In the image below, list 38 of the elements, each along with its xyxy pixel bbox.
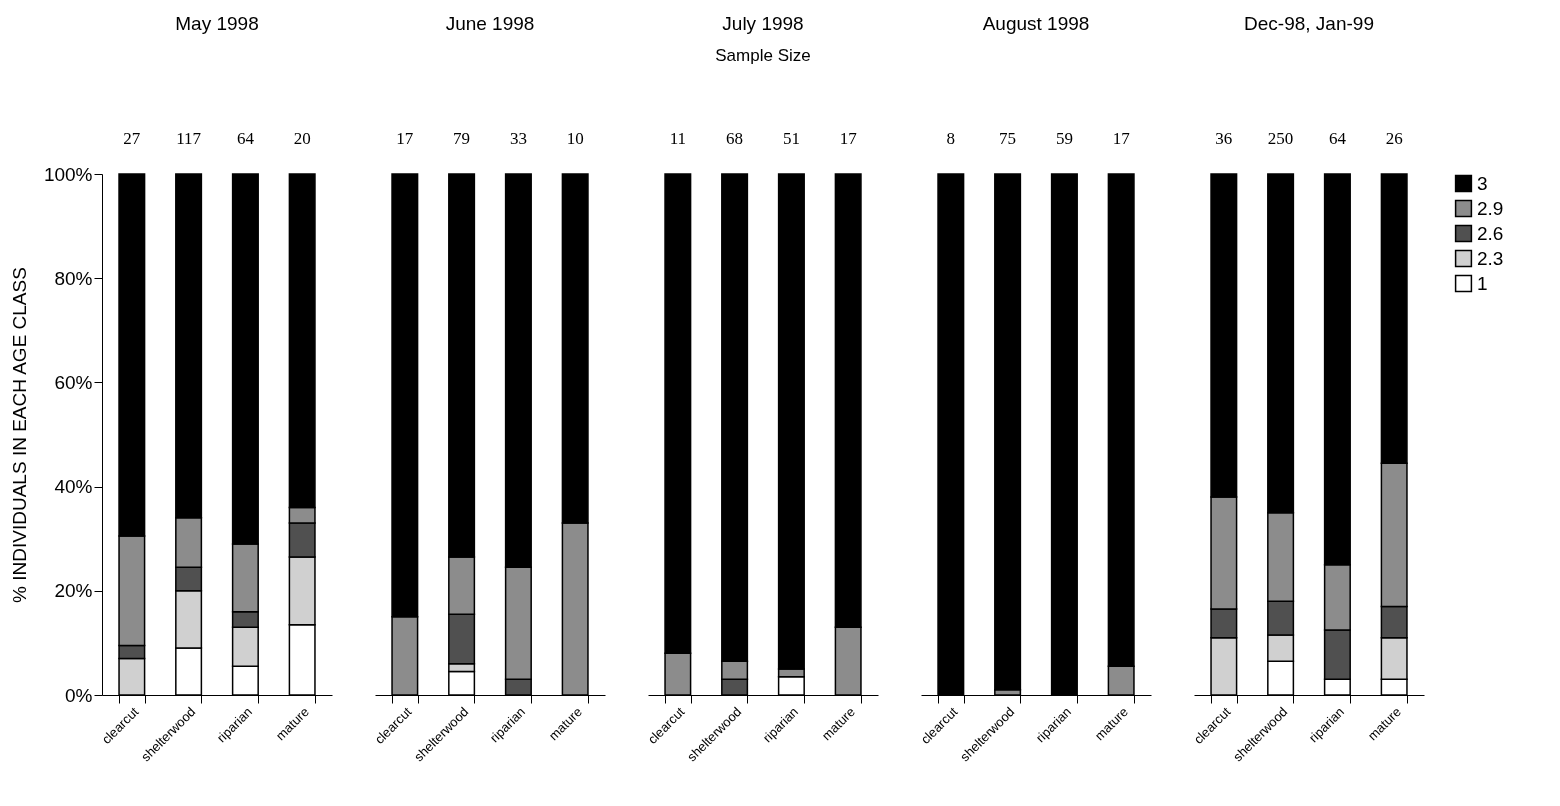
- text: 26: [1385, 129, 1403, 148]
- text: 250: [1267, 129, 1294, 148]
- text: 64: [1328, 129, 1347, 148]
- text: 36: [1215, 129, 1233, 148]
- y-tick-label: 80%: [54, 267, 93, 289]
- text: 79: [453, 129, 471, 148]
- chart-title: August 1998: [982, 13, 1090, 34]
- text: 17: [1112, 129, 1131, 148]
- chart-title: Dec-98, Jan-99: [1244, 13, 1374, 34]
- legend-label: 1: [1477, 272, 1488, 294]
- legend-label: 2.3: [1477, 247, 1504, 269]
- y-tick-label: 60%: [54, 371, 93, 393]
- text: 51: [782, 129, 800, 148]
- legend-label: 3: [1477, 172, 1488, 194]
- y-axis-title: % INDIVIDUALS IN EACH AGE CLASS: [8, 267, 30, 603]
- text: 27: [123, 129, 141, 148]
- text: 59: [1055, 129, 1073, 148]
- text: 17: [839, 129, 858, 148]
- text: 10: [566, 129, 584, 148]
- chart-subtitle: Sample Size: [715, 46, 811, 65]
- legend-label: 2.9: [1477, 197, 1504, 219]
- text: 20: [293, 129, 311, 148]
- y-tick-label: 20%: [54, 580, 93, 602]
- text: 75: [999, 129, 1017, 148]
- y-tick-label: 0%: [65, 684, 93, 706]
- chart-title: June 1998: [445, 13, 535, 34]
- text: 17: [396, 129, 414, 148]
- text: 117: [176, 129, 202, 148]
- y-tick-label: 40%: [54, 476, 93, 498]
- y-tick-label: 100%: [43, 163, 93, 185]
- chart-title: May 1998: [175, 13, 259, 34]
- legend-label: 2.6: [1477, 222, 1504, 244]
- chart-title: July 1998: [722, 13, 804, 34]
- text: 33: [509, 129, 527, 148]
- text: 8: [946, 129, 956, 148]
- text: 64: [236, 129, 255, 148]
- text: 68: [726, 129, 744, 148]
- text: 11: [669, 129, 686, 148]
